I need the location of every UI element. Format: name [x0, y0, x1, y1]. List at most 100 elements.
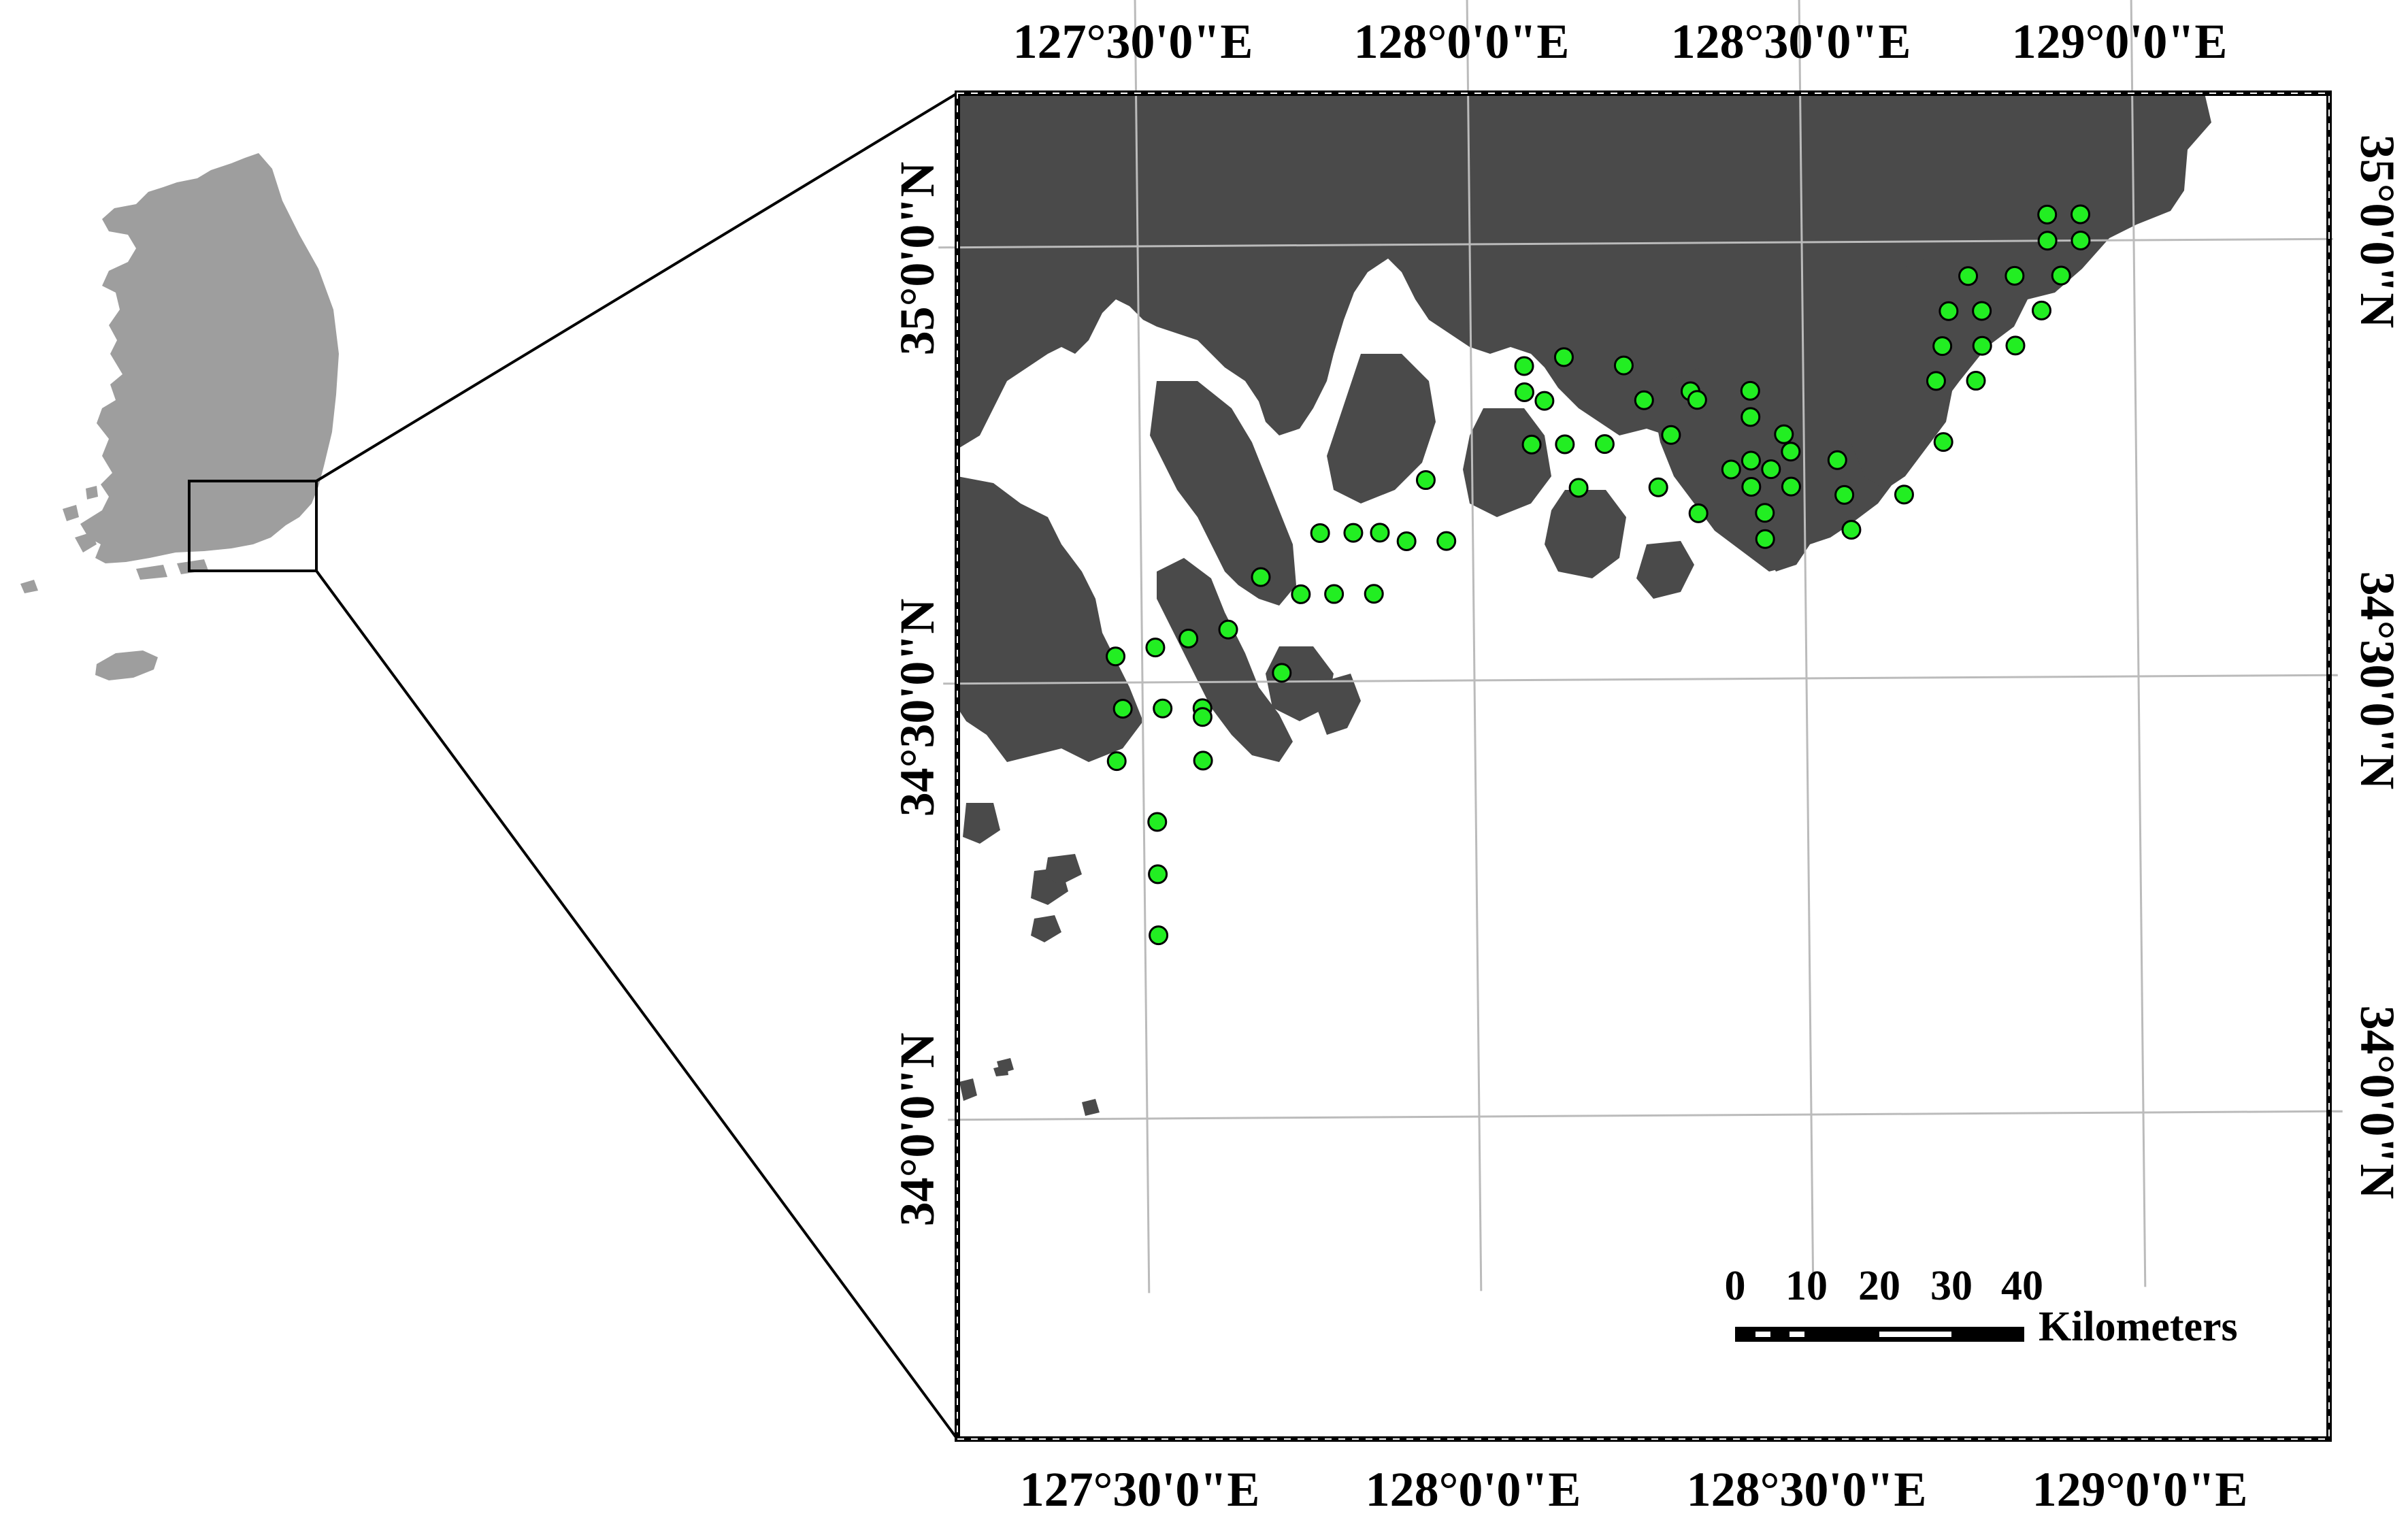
station-marker-3	[2037, 231, 2058, 251]
land-layer	[957, 93, 2211, 1116]
station-marker-19	[1613, 355, 1634, 376]
station-marker-38	[1781, 476, 1801, 497]
station-marker-63	[1153, 698, 1173, 719]
station-marker-57	[1218, 619, 1238, 640]
station-marker-41	[1834, 484, 1855, 505]
station-marker-43	[1755, 503, 1775, 523]
scale-unit-label: Kilometers	[2039, 1304, 2238, 1350]
station-marker-33	[1741, 450, 1761, 471]
zoom-connector-bottom	[315, 570, 959, 1440]
station-marker-2	[2071, 204, 2090, 225]
lon-label-top-3: 128°30'0"E	[1671, 14, 1911, 69]
lon-label-bottom-3: 128°30'0"E	[1687, 1462, 1927, 1517]
station-marker-56	[1364, 584, 1384, 604]
latitude-labels-right: 35°0'0"N 34°30'0"N 34°0'0"N	[2350, 135, 2405, 1200]
station-marker-13	[2005, 335, 2026, 356]
station-marker-29	[1594, 434, 1615, 455]
latitude-labels-left: 35°0'0"N 34°30'0"N 34°0'0"N	[890, 162, 944, 1227]
lon-label-bottom-1: 127°30'0"E	[1020, 1462, 1260, 1517]
zoom-connector-top	[315, 92, 959, 482]
station-marker-53	[1251, 567, 1271, 587]
station-marker-12	[1972, 335, 1992, 356]
station-marker-44	[1688, 503, 1709, 523]
station-marker-20	[1514, 382, 1534, 402]
station-marker-55	[1324, 584, 1345, 604]
station-marker-48	[1310, 523, 1330, 543]
study-area-locator-box	[188, 480, 318, 572]
parallel-line-3	[948, 1110, 2343, 1121]
station-marker-58	[1178, 628, 1199, 648]
scale-tick-0: 0	[1725, 1263, 1746, 1309]
station-marker-17	[1514, 356, 1534, 376]
scale-bar-segment-2	[1789, 1332, 1804, 1337]
scale-tick-10: 10	[1785, 1263, 1828, 1309]
geoje-island	[1851, 259, 1960, 490]
station-marker-67	[1193, 750, 1213, 771]
goheung-peninsula	[957, 476, 1143, 762]
station-marker-30	[1661, 425, 1681, 445]
map-frame-inner-dashes	[957, 93, 2330, 1440]
station-marker-70	[1149, 925, 1169, 946]
lon-label-top-1: 127°30'0"E	[1013, 14, 1253, 69]
station-marker-22	[1634, 390, 1654, 410]
station-marker-6	[2005, 265, 2025, 286]
station-marker-65	[1192, 707, 1213, 727]
scale-bar: 0 10 20 30 40 Kilometers	[1725, 1263, 2238, 1350]
lon-label-top-2: 128°0'0"E	[1354, 14, 1570, 69]
station-marker-1	[2037, 204, 2058, 225]
station-marker-54	[1291, 584, 1311, 604]
scale-bar-segment-3	[1879, 1332, 1951, 1337]
station-marker-36	[1827, 450, 1847, 470]
station-marker-68	[1147, 812, 1168, 832]
station-marker-51	[1396, 531, 1417, 551]
station-marker-45	[1841, 520, 1862, 540]
station-marker-69	[1148, 864, 1168, 885]
jeju-island	[95, 650, 158, 680]
parallel-line-2	[943, 674, 2338, 685]
station-marker-21	[1534, 391, 1555, 411]
station-marker-18	[1553, 347, 1574, 367]
lat-label-left-3: 34°0'0"N	[890, 1033, 944, 1227]
station-marker-31	[1774, 424, 1794, 444]
station-marker-62	[1112, 699, 1133, 719]
station-marker-26	[1741, 407, 1761, 427]
station-marker-66	[1106, 751, 1127, 772]
station-marker-49	[1343, 523, 1364, 543]
yeosu-peninsula	[1157, 558, 1293, 762]
station-marker-50	[1370, 523, 1390, 543]
station-marker-4	[2071, 230, 2091, 250]
korea-peninsula-landmass	[80, 153, 339, 563]
station-marker-37	[1741, 476, 1762, 497]
meridian-line-4	[2130, 0, 2147, 1287]
station-marker-60	[1106, 646, 1126, 667]
station-marker-32	[1721, 459, 1741, 480]
scale-bar-segment-1	[1755, 1332, 1770, 1337]
station-marker-52	[1436, 531, 1457, 551]
longitude-labels-bottom: 127°30'0"E 128°0'0"E 128°30'0"E 129°0'0"…	[1020, 1462, 2248, 1517]
station-marker-24	[1687, 390, 1707, 410]
station-marker-9	[1972, 301, 1992, 321]
far-islands	[959, 854, 1100, 1116]
station-marker-28	[1555, 434, 1575, 455]
station-marker-40	[1648, 477, 1668, 497]
lat-label-left-2: 34°30'0"N	[890, 599, 944, 817]
station-marker-61	[1272, 663, 1292, 683]
scale-tick-20: 20	[1858, 1263, 1900, 1309]
lat-label-right-1: 35°0'0"N	[2350, 135, 2405, 329]
station-marker-15	[1966, 371, 1986, 391]
central-islands	[963, 354, 1694, 905]
lon-label-bottom-4: 129°0'0"E	[2032, 1462, 2248, 1517]
station-marker-11	[1932, 336, 1953, 357]
station-marker-46	[1755, 529, 1775, 549]
meridian-line-3	[1798, 0, 1815, 1289]
parallel-line-1	[938, 237, 2333, 249]
station-marker-25	[1740, 380, 1760, 401]
station-marker-47	[1415, 470, 1436, 491]
station-marker-8	[1939, 301, 1959, 321]
detail-map	[938, 0, 2343, 1442]
station-marker-10	[2031, 300, 2051, 320]
longitude-labels-top: 127°30'0"E 128°0'0"E 128°30'0"E 129°0'0"…	[1013, 14, 2228, 69]
scale-tick-40: 40	[2001, 1263, 2043, 1309]
lat-label-right-2: 34°30'0"N	[2350, 572, 2405, 790]
